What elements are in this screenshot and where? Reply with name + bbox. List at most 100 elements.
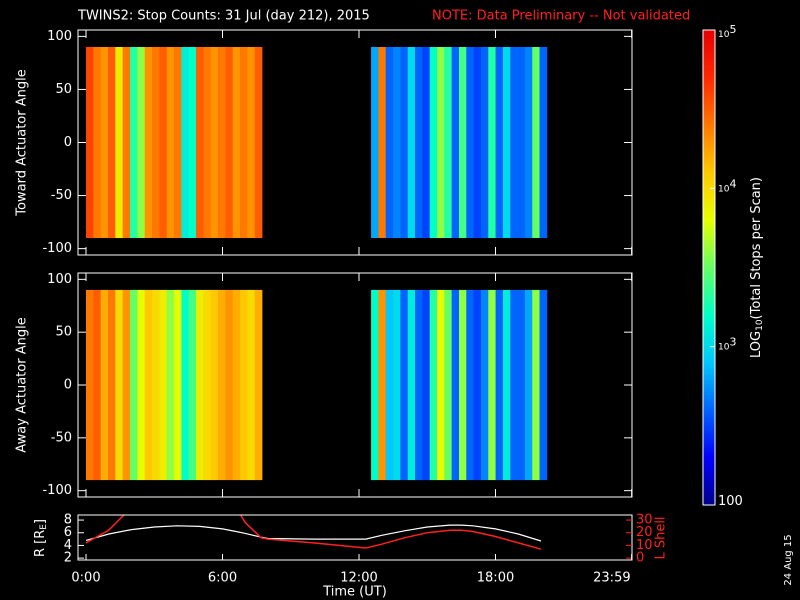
label-part: ] xyxy=(33,519,48,524)
colorbar-label: LOG10(Total Stops per Scan) xyxy=(749,177,765,358)
spectrogram-cell xyxy=(480,289,489,481)
spectrogram-cell xyxy=(393,289,401,481)
x-tick-label: 12:00 xyxy=(340,571,377,586)
spectrogram-cell xyxy=(100,46,109,239)
spectrogram-cell xyxy=(196,46,204,239)
spectrogram-cell xyxy=(444,46,452,239)
colorbar-tick-label: 103 xyxy=(718,336,736,353)
spectrogram-cell xyxy=(473,289,482,481)
spectrogram-cell xyxy=(429,46,438,239)
label-part: LOG xyxy=(749,331,764,358)
x-tick-label: 6:00 xyxy=(208,571,237,586)
spectrogram-cell xyxy=(247,46,256,239)
y-tick-label: 2 xyxy=(64,551,72,566)
spectrogram-cell xyxy=(152,46,160,239)
y-tick-label: 6 xyxy=(64,525,72,540)
y-tick-label: -100 xyxy=(42,483,72,498)
spectrogram-cell xyxy=(181,46,190,239)
spectrogram-cell xyxy=(210,289,219,481)
y-tick-label: 50 xyxy=(55,325,72,340)
y-tick-label: 50 xyxy=(55,82,72,97)
spectrogram-cell xyxy=(466,289,474,481)
spectrogram-cell xyxy=(122,46,131,239)
spectrogram-cell xyxy=(415,289,423,481)
spectrogram-cell xyxy=(115,46,123,239)
y-tick-label: -50 xyxy=(51,430,72,445)
spectrogram-cell xyxy=(196,289,204,481)
spectrogram-cell xyxy=(225,289,234,481)
spectrogram-cell xyxy=(400,46,408,239)
spectrogram-cell xyxy=(422,46,430,239)
spectrogram-cell xyxy=(488,289,496,481)
y-tick-label: 100 xyxy=(47,29,72,44)
spectrogram-cell xyxy=(225,46,234,239)
spectrogram-cell xyxy=(188,289,197,481)
spectrogram-cell xyxy=(458,46,467,239)
spectrogram-cell xyxy=(385,289,394,481)
spectrogram-cell xyxy=(400,289,408,481)
spectrogram-cell xyxy=(181,289,190,481)
y2-tick-label: 20 xyxy=(636,525,653,540)
panel-frame xyxy=(77,514,633,561)
y2-tick-label: 30 xyxy=(636,513,653,528)
x-tick-label: 18:00 xyxy=(477,571,514,586)
spectrogram-cell xyxy=(203,289,212,481)
orbit-line xyxy=(85,515,542,550)
date-stamp: 24 Aug 15 xyxy=(783,534,794,585)
y-tick-label: 0 xyxy=(64,378,72,393)
spectrogram-cell xyxy=(458,289,467,481)
colorbar-tick-label: 100 xyxy=(718,494,743,509)
spectrogram-cell xyxy=(144,46,153,239)
spectrogram-cell xyxy=(166,46,175,239)
spectrogram-cell xyxy=(378,289,387,481)
y-tick-label: 0 xyxy=(64,135,72,150)
spectrogram-cell xyxy=(130,289,138,481)
spectrogram-cell xyxy=(422,289,430,481)
spectrogram-cell xyxy=(159,289,168,481)
spectrogram-cell xyxy=(188,46,197,239)
label-part: (Total Stops per Scan) xyxy=(749,177,764,319)
spectrogram-cell xyxy=(174,289,182,481)
label-part: R [R xyxy=(33,530,48,557)
y2-tick-label: 10 xyxy=(636,538,653,553)
spectrogram-cell xyxy=(488,46,496,239)
spectrogram-cell xyxy=(152,289,160,481)
label-part: 100 xyxy=(718,494,743,509)
spectrogram-cell xyxy=(93,46,101,239)
spectrogram-cell xyxy=(137,46,145,239)
spectrogram-cell xyxy=(495,289,504,481)
spectrogram-cell xyxy=(502,289,511,481)
spectrogram-cell xyxy=(393,46,401,239)
spectrogram-cell xyxy=(451,46,460,239)
label-part: 10 xyxy=(718,30,730,40)
spectrogram-cell xyxy=(86,289,94,481)
spectrogram-cell xyxy=(144,289,153,481)
chart-title: TWINS2: Stop Counts: 31 Jul (day 212), 2… xyxy=(77,9,370,24)
orbit-line xyxy=(85,524,542,542)
colorbar xyxy=(702,29,716,506)
spectrogram-cell xyxy=(524,289,533,481)
spectrogram-cell xyxy=(407,289,416,481)
spectrogram-cell xyxy=(510,46,518,239)
spectrogram-cell xyxy=(371,46,379,239)
spectrogram-cell xyxy=(100,289,109,481)
spectrogram-cell xyxy=(174,46,182,239)
spectrogram-cell xyxy=(451,289,460,481)
spectrogram-cell xyxy=(444,289,452,481)
spectrogram-cell xyxy=(122,289,131,481)
spectrogram-cell xyxy=(232,46,241,239)
spectrogram-cell xyxy=(371,289,379,481)
y-tick-label: 100 xyxy=(47,272,72,287)
spectrogram-cell xyxy=(437,289,445,481)
spectrogram-cell xyxy=(86,46,94,239)
spectrogram-cell xyxy=(247,289,256,481)
spectrogram-cell xyxy=(254,289,263,481)
spectrogram-cell xyxy=(429,289,438,481)
label-part: 10 xyxy=(755,319,765,331)
spectrogram-cell xyxy=(510,289,518,481)
spectrogram-cell xyxy=(254,46,263,239)
y2-axis-label: L Shell xyxy=(654,516,669,559)
spectrogram-cell xyxy=(480,46,489,239)
label-part: E xyxy=(39,524,49,530)
